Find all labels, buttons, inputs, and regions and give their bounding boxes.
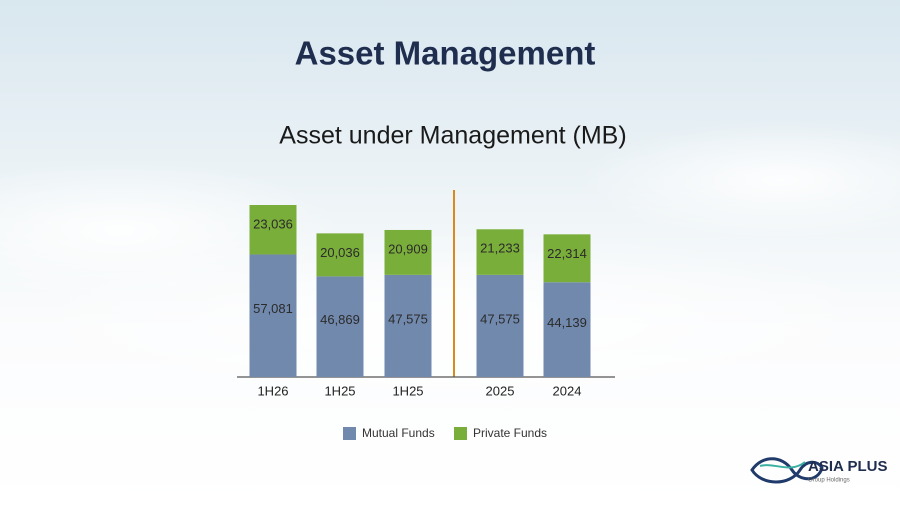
bar-segment [543, 282, 591, 377]
chart-title: Asset under Management (MB) [279, 122, 626, 150]
value-label: 57,081 [253, 301, 293, 316]
legend-label: Mutual Funds [362, 426, 435, 440]
bar-segment [316, 233, 364, 277]
legend-label: Private Funds [473, 426, 547, 440]
x-tick-label: 1H26 [257, 383, 288, 398]
bar-segment [384, 229, 432, 275]
value-label: 44,139 [547, 315, 587, 330]
logo-swoosh [759, 461, 806, 469]
logo-name: ASIA PLUS [808, 458, 887, 475]
legend-swatch [343, 427, 356, 440]
bar-segment [476, 229, 524, 275]
bar-segment [249, 254, 297, 377]
value-label: 22,314 [547, 246, 587, 261]
x-tick-label: 1H25 [324, 383, 355, 398]
value-label: 23,036 [253, 216, 293, 231]
legend-swatch [454, 427, 467, 440]
x-tick-label: 1H25 [392, 383, 423, 398]
bar-segment [543, 234, 591, 283]
bar-segment [384, 274, 432, 377]
value-label: 47,575 [388, 311, 428, 326]
value-label: 47,575 [480, 311, 520, 326]
cloud [580, 120, 900, 240]
bar-segment [316, 276, 364, 377]
x-tick-label: 2025 [486, 383, 515, 398]
logo-subtitle: Group Holdings [808, 478, 850, 484]
logo: ASIA PLUS Group Holdings [750, 457, 887, 484]
value-label: 21,233 [480, 241, 520, 256]
x-tick-label: 2024 [553, 383, 582, 398]
cloud [0, 230, 900, 410]
logo-mark [750, 457, 824, 484]
value-label: 46,869 [320, 312, 360, 327]
value-label: 20,909 [388, 241, 428, 256]
value-label: 20,036 [320, 245, 360, 260]
slide-title: Asset Management [295, 35, 596, 72]
bar-segment [476, 274, 524, 377]
bar-segment [249, 205, 297, 255]
